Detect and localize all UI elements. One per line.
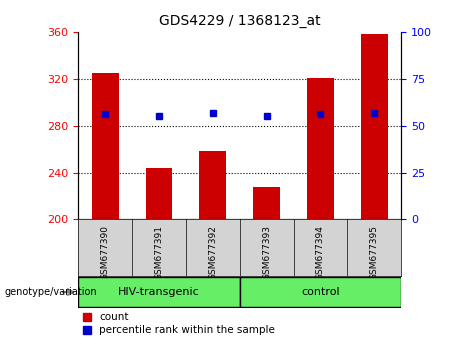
- Text: GSM677395: GSM677395: [370, 225, 378, 280]
- Text: genotype/variation: genotype/variation: [5, 287, 97, 297]
- Text: HIV-transgenic: HIV-transgenic: [118, 287, 200, 297]
- Text: GSM677391: GSM677391: [154, 225, 164, 280]
- Text: control: control: [301, 287, 340, 297]
- Bar: [253, 187, 280, 219]
- Bar: [361, 34, 388, 219]
- Bar: [146, 168, 172, 219]
- Legend: count, percentile rank within the sample: count, percentile rank within the sample: [78, 308, 279, 339]
- Title: GDS4229 / 1368123_at: GDS4229 / 1368123_at: [159, 14, 320, 28]
- Bar: [92, 73, 118, 219]
- FancyBboxPatch shape: [240, 277, 401, 307]
- Bar: [307, 78, 334, 219]
- FancyBboxPatch shape: [78, 277, 240, 307]
- Text: GSM677390: GSM677390: [101, 225, 110, 280]
- Text: GSM677393: GSM677393: [262, 225, 271, 280]
- Text: GSM677392: GSM677392: [208, 225, 217, 280]
- Text: GSM677394: GSM677394: [316, 225, 325, 280]
- Bar: [199, 152, 226, 219]
